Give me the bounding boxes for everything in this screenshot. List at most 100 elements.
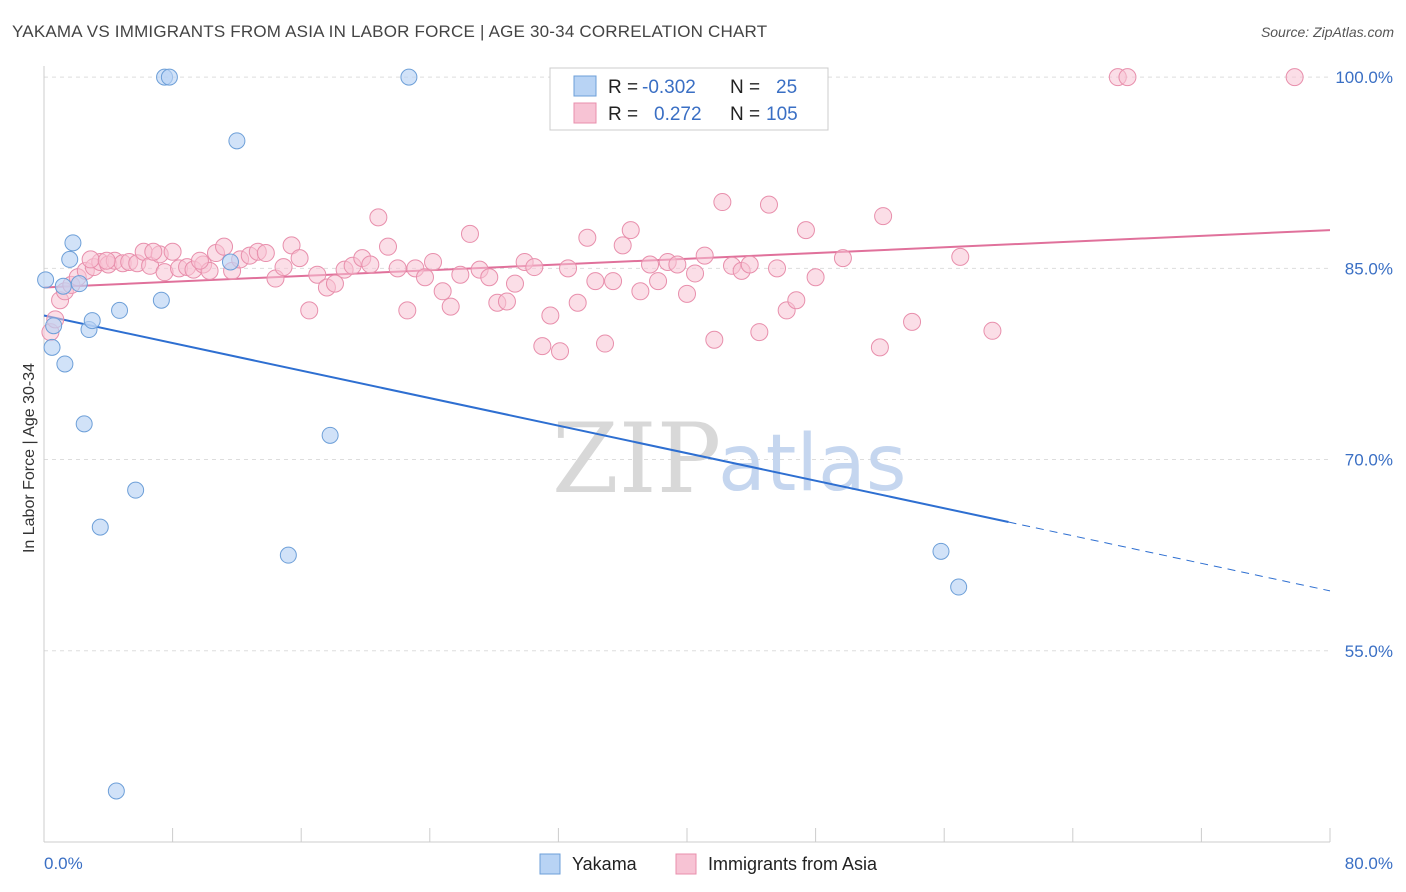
data-point-asia	[398, 301, 417, 320]
source-credit: Source: ZipAtlas.com	[1260, 24, 1394, 40]
series-yakama	[37, 68, 968, 800]
data-point-asia	[668, 255, 687, 274]
data-point-asia	[903, 312, 922, 331]
data-point-asia	[274, 258, 293, 277]
data-point-asia	[568, 293, 587, 312]
data-point-asia	[649, 272, 668, 291]
data-point-asia	[559, 259, 578, 278]
data-point-asia	[480, 268, 499, 287]
data-point-yakama	[160, 68, 178, 86]
data-point-asia	[1118, 68, 1137, 87]
data-point-asia	[983, 321, 1002, 340]
trend-line-yakama	[43, 314, 1009, 524]
data-point-asia	[256, 244, 275, 263]
legend-n-value: 105	[766, 104, 798, 125]
data-point-asia	[787, 291, 806, 310]
data-point-asia	[806, 268, 825, 287]
data-point-asia	[282, 236, 301, 255]
watermark-zip: ZIP	[552, 403, 721, 515]
data-point-asia	[325, 274, 344, 293]
legend-swatch-yakama	[573, 75, 597, 97]
data-point-asia	[308, 265, 327, 284]
data-point-asia	[379, 237, 398, 256]
data-point-yakama	[111, 301, 129, 319]
data-point-asia	[424, 252, 443, 271]
data-point-yakama	[400, 68, 418, 86]
trend-line-asia	[43, 229, 1331, 289]
data-point-yakama	[64, 234, 82, 252]
data-point-asia	[441, 297, 460, 316]
correlation-legend: R = -0.302 N = 25 R = 0.272 N = 105	[549, 67, 829, 131]
data-point-asia	[451, 265, 470, 284]
data-point-asia	[870, 338, 889, 357]
data-point-yakama	[221, 253, 239, 271]
data-point-asia	[740, 255, 759, 274]
legend-r-label: R =	[608, 104, 638, 125]
data-point-yakama	[950, 578, 968, 596]
grid-lines	[44, 76, 1330, 652]
data-point-asia	[631, 282, 650, 301]
legend-r-label: R =	[608, 77, 638, 98]
data-point-asia	[215, 237, 234, 256]
data-point-asia	[686, 264, 705, 283]
data-point-asia	[951, 247, 970, 266]
data-point-asia	[505, 274, 524, 293]
data-point-asia	[833, 249, 852, 268]
data-point-yakama	[932, 542, 950, 560]
data-point-yakama	[279, 546, 297, 564]
data-point-asia	[586, 272, 605, 291]
data-point-asia	[713, 193, 732, 212]
chart-title: YAKAMA VS IMMIGRANTS FROM ASIA IN LABOR …	[12, 22, 768, 41]
data-point-asia	[290, 249, 309, 268]
data-point-asia	[97, 251, 116, 270]
data-point-yakama	[107, 782, 125, 800]
data-point-asia	[144, 242, 163, 261]
data-point-asia	[300, 301, 319, 320]
x-tick-label: 80.0%	[1345, 854, 1393, 873]
y-tick-label: 85.0%	[1345, 259, 1393, 278]
data-point-asia	[497, 292, 516, 311]
y-tick-label: 55.0%	[1345, 642, 1393, 661]
axes	[43, 66, 1331, 843]
data-point-yakama	[70, 275, 88, 293]
legend-swatch-yakama	[539, 853, 561, 875]
data-point-asia	[641, 255, 660, 274]
data-point-asia	[433, 282, 452, 301]
data-point-asia	[759, 195, 778, 214]
legend-n-value: 25	[776, 77, 797, 98]
legend-label-yakama: Yakama	[572, 854, 638, 874]
data-point-asia	[596, 334, 615, 353]
y-axis-label: In Labor Force | Age 30-34	[21, 363, 38, 553]
data-point-asia	[388, 259, 407, 278]
data-point-yakama	[321, 426, 339, 444]
trend-line-yakama-extension	[1008, 521, 1331, 592]
legend-n-label: N =	[730, 104, 760, 125]
data-point-yakama	[152, 291, 170, 309]
data-point-asia	[695, 246, 714, 265]
data-point-asia	[705, 330, 724, 349]
data-point-asia	[750, 323, 769, 342]
data-point-yakama	[91, 518, 109, 536]
data-point-yakama	[127, 481, 145, 499]
data-point-asia	[551, 342, 570, 361]
legend-r-value: 0.272	[654, 104, 702, 125]
data-point-asia	[81, 250, 100, 269]
series-immigrants-from-asia	[41, 68, 1304, 361]
data-point-asia	[613, 236, 632, 255]
data-point-yakama	[83, 312, 101, 330]
data-point-asia	[525, 258, 544, 277]
data-point-yakama	[75, 415, 93, 433]
data-point-asia	[678, 284, 696, 303]
data-point-asia	[768, 259, 787, 278]
legend-swatch-asia	[675, 853, 697, 875]
data-point-asia	[541, 306, 560, 325]
data-point-yakama	[45, 317, 63, 335]
data-point-asia	[621, 221, 640, 240]
data-point-asia	[578, 228, 597, 247]
data-point-yakama	[43, 338, 61, 356]
legend-swatch-asia	[573, 102, 597, 124]
data-point-asia	[874, 207, 893, 226]
y-tick-label: 70.0%	[1345, 451, 1393, 470]
data-point-asia	[796, 221, 815, 240]
